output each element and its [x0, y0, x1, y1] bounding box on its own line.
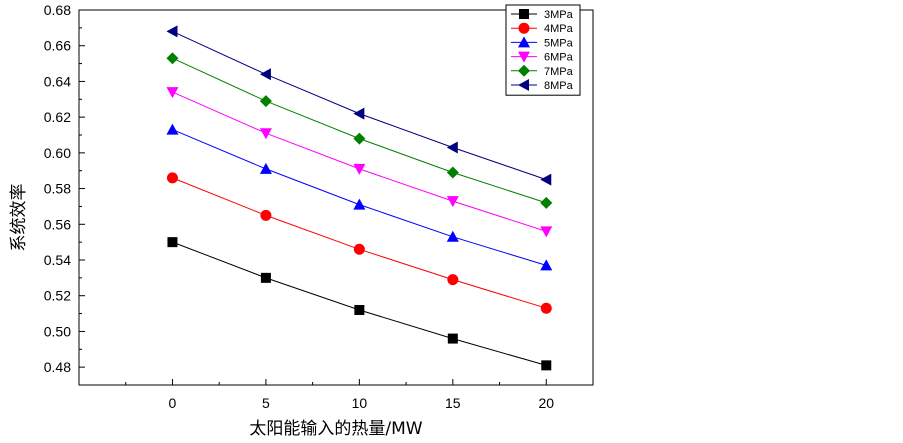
- series-line-8MPa: [172, 30, 547, 181]
- x-axis-title: 太阳能输入的热量/MW: [249, 419, 422, 439]
- series-5MPa: [166, 123, 553, 271]
- data-point-6MPa: [353, 163, 366, 175]
- data-point-4MPa: [166, 172, 178, 184]
- series-8MPa: [166, 25, 552, 186]
- legend-label: 4MPa: [544, 23, 574, 35]
- data-point-8MPa: [166, 25, 178, 38]
- series-4MPa: [166, 172, 552, 314]
- y-axis: 0.48 0.50 0.52 0.54 0.56 0.58 0.60 0.62 0.64 0.66…: [44, 2, 85, 375]
- data-point-4MPa: [260, 209, 272, 221]
- legend-label: 8MPa: [544, 80, 574, 92]
- series-3MPa: [167, 237, 552, 371]
- y-tick-label: 0.50: [44, 323, 71, 339]
- legend-entry-7MPa: 7MPa: [511, 64, 574, 78]
- series-line-3MPa: [172, 241, 547, 366]
- legend-entry-4MPa: 4MPa: [511, 22, 574, 35]
- legend-marker: [518, 36, 530, 48]
- y-tick-label: 0.56: [44, 216, 71, 232]
- legend-label: 7MPa: [544, 66, 574, 78]
- data-point-6MPa: [259, 128, 272, 140]
- data-point-3MPa: [541, 360, 552, 371]
- legend-entry-8MPa: 8MPa: [511, 79, 574, 92]
- data-point-5MPa: [540, 259, 553, 271]
- data-point-7MPa: [259, 95, 272, 108]
- data-point-6MPa: [446, 196, 459, 208]
- y-tick-label: 0.58: [44, 181, 71, 197]
- x-tick-label: 20: [538, 395, 554, 411]
- data-point-5MPa: [353, 198, 366, 210]
- data-point-5MPa: [259, 162, 272, 174]
- y-tick-label: 0.60: [44, 145, 71, 161]
- data-point-5MPa: [446, 230, 459, 242]
- legend-marker: [519, 9, 529, 19]
- data-point-7MPa: [353, 132, 366, 145]
- legend-box: [505, 4, 581, 96]
- x-tick-label: 0: [169, 395, 177, 411]
- x-axis: 0 5 10 15 20: [125, 379, 554, 411]
- data-point-3MPa: [447, 333, 458, 344]
- series-7MPa: [166, 52, 553, 209]
- data-point-6MPa: [540, 226, 553, 238]
- legend-marker: [518, 22, 530, 34]
- data-point-4MPa: [540, 302, 552, 314]
- x-tick-label: 15: [445, 395, 461, 411]
- y-tick-label: 0.66: [44, 38, 71, 54]
- y-tick-label: 0.68: [44, 2, 71, 18]
- legend-marker: [518, 79, 529, 91]
- data-point-8MPa: [259, 68, 271, 81]
- legend-marker: [518, 51, 530, 63]
- data-point-8MPa: [540, 173, 552, 186]
- legend-label: 6MPa: [544, 52, 574, 64]
- y-tick-label: 0.62: [44, 109, 71, 125]
- legend-entry-3MPa: 3MPa: [511, 9, 574, 21]
- series-line-7MPa: [172, 57, 547, 204]
- series-layer: [166, 25, 553, 371]
- data-point-6MPa: [166, 87, 179, 99]
- legend-marker: [518, 64, 530, 77]
- series-line-4MPa: [172, 177, 547, 309]
- y-tick-label: 0.48: [44, 359, 71, 375]
- data-point-3MPa: [260, 272, 271, 283]
- data-point-4MPa: [353, 243, 365, 255]
- data-point-7MPa: [540, 196, 553, 209]
- data-point-4MPa: [447, 274, 459, 286]
- legend-entry-5MPa: 5MPa: [511, 36, 574, 49]
- legend-entry-6MPa: 6MPa: [511, 51, 574, 64]
- legend-label: 3MPa: [544, 9, 574, 21]
- data-point-7MPa: [446, 166, 459, 179]
- legend: 3MPa 4MPa 5MPa 6MPa 7MPa 8MPa: [505, 4, 581, 96]
- x-tick-label: 5: [262, 395, 270, 411]
- y-axis-title: 系统效率: [9, 184, 29, 252]
- data-point-8MPa: [446, 141, 458, 154]
- data-point-5MPa: [166, 123, 179, 135]
- y-tick-label: 0.64: [44, 73, 71, 89]
- data-point-7MPa: [166, 52, 179, 65]
- plot-frame: [78, 9, 594, 386]
- x-tick-label: 10: [352, 395, 368, 411]
- data-point-3MPa: [354, 305, 365, 315]
- series-6MPa: [166, 87, 553, 238]
- plot-border: [78, 9, 594, 386]
- data-point-8MPa: [353, 107, 365, 120]
- legend-label: 5MPa: [544, 37, 574, 49]
- y-tick-label: 0.52: [44, 288, 71, 304]
- y-tick-label: 0.54: [44, 252, 71, 268]
- data-point-3MPa: [167, 237, 178, 248]
